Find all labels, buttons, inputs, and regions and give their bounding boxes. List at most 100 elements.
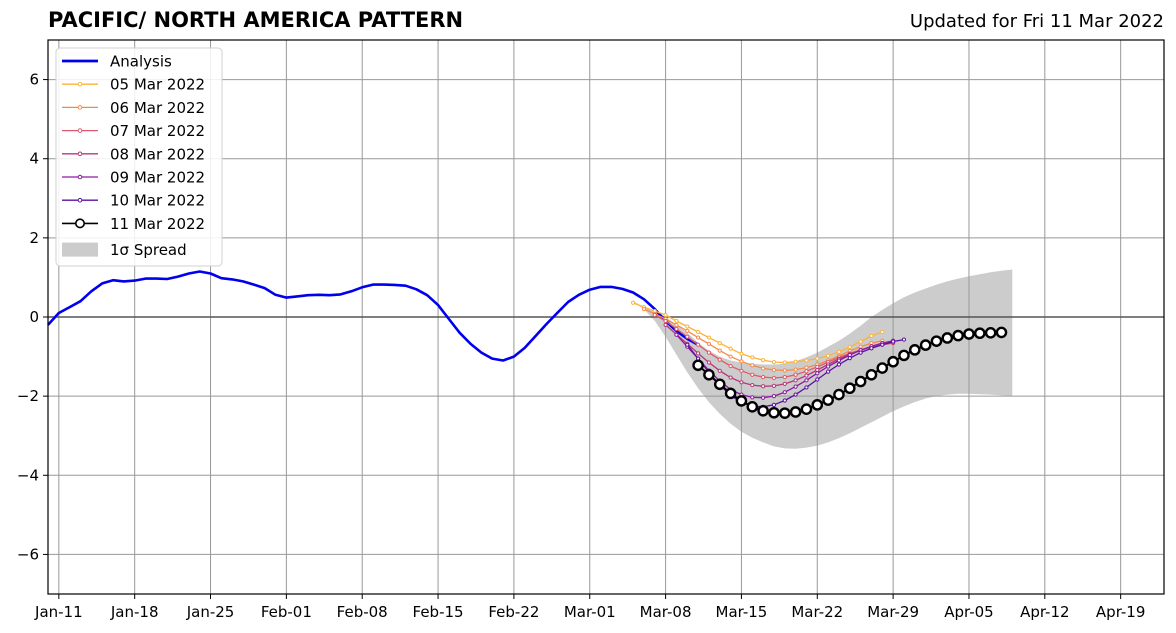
forecast-point — [782, 381, 787, 386]
y-tick-label: 4 — [29, 150, 39, 168]
forecast-point — [793, 367, 798, 372]
forecast-point — [995, 326, 1008, 339]
forecast-point — [739, 351, 744, 356]
forecast-point — [836, 362, 842, 367]
legend-swatch-marker — [75, 218, 86, 229]
x-tick-label: Mar-22 — [791, 603, 843, 621]
legend-entry: 05 Mar 2022 — [62, 76, 205, 94]
forecast-point — [768, 406, 780, 419]
legend-box — [55, 47, 223, 267]
forecast-point — [804, 365, 809, 370]
legend-entry: 07 Mar 2022 — [62, 122, 205, 140]
forecast-point — [891, 339, 896, 344]
forecast-point — [836, 349, 842, 354]
forecast-point — [674, 318, 679, 324]
x-tick-label: Feb-08 — [337, 603, 388, 621]
forecast-point — [984, 327, 997, 339]
legend-label: Analysis — [110, 53, 172, 71]
legend-swatch-marker — [77, 81, 83, 87]
forecast-point — [685, 328, 690, 333]
legend-entry: 10 Mar 2022 — [62, 192, 205, 210]
forecast-point — [901, 337, 907, 342]
forecast-point — [793, 384, 798, 389]
forecast-point — [793, 378, 798, 383]
legend-label: 10 Mar 2022 — [110, 192, 205, 210]
forecast-point — [782, 398, 787, 403]
x-tick-label: Apr-12 — [1020, 603, 1070, 621]
forecast-point — [836, 358, 842, 363]
legend-swatch-marker — [77, 128, 83, 133]
forecast-point — [858, 339, 863, 344]
legend-label: 1σ Spread — [110, 241, 187, 259]
forecast-point — [663, 322, 668, 328]
forecast-point — [919, 339, 932, 351]
forecast-point — [804, 369, 809, 374]
forecast-point — [869, 333, 874, 339]
forecast-point — [739, 380, 744, 385]
forecast-point — [695, 329, 701, 335]
forecast-point — [728, 354, 733, 359]
forecast-point — [826, 364, 831, 369]
forecast-point — [674, 332, 679, 337]
y-tick-label: −6 — [17, 545, 39, 563]
forecast-point — [847, 344, 852, 350]
forecast-series — [692, 326, 1008, 419]
legend-entry: 06 Mar 2022 — [62, 99, 205, 117]
forecast-point — [761, 366, 766, 371]
forecast-point — [804, 358, 809, 363]
y-tick-label: 2 — [29, 229, 39, 247]
forecast-point — [778, 407, 791, 419]
forecast-point — [761, 395, 766, 400]
forecast-point — [771, 394, 777, 399]
x-tick-label: Feb-15 — [413, 603, 464, 621]
x-tick-label: Feb-22 — [488, 603, 539, 621]
forecast-point — [717, 368, 722, 373]
y-tick-label: 6 — [29, 71, 39, 89]
forecast-point — [761, 375, 766, 380]
chart-subtitle: Updated for Fri 11 Mar 2022 — [909, 11, 1164, 32]
x-tick-label: Apr-19 — [1096, 603, 1146, 621]
forecast-point — [685, 334, 690, 339]
forecast-series — [652, 312, 896, 381]
legend-swatch-marker — [77, 174, 83, 180]
forecast-point — [728, 346, 733, 351]
analysis-line — [47, 270, 699, 362]
forecast-point — [706, 341, 712, 347]
forecast-point — [858, 350, 863, 355]
forecast-point — [876, 362, 889, 374]
forecast-point — [717, 357, 722, 362]
x-tick-label: Mar-08 — [640, 603, 692, 621]
x-tick-label: Feb-01 — [261, 603, 312, 621]
forecast-point — [717, 348, 722, 353]
x-tick-label: Mar-01 — [564, 603, 616, 621]
forecast-point — [728, 363, 733, 369]
legend-label: 11 Mar 2022 — [110, 215, 205, 233]
forecast-point — [826, 369, 831, 374]
legend-swatch-marker — [77, 151, 83, 157]
legend-entry: 1σ Spread — [62, 241, 187, 259]
forecast-point — [898, 349, 910, 362]
forecast-point — [750, 363, 755, 368]
forecast-point — [793, 372, 798, 377]
legend-entry: 09 Mar 2022 — [62, 169, 205, 187]
forecast-point — [771, 383, 777, 388]
spread-band — [633, 269, 1013, 449]
forecast-point — [717, 341, 722, 346]
forecast-point — [685, 324, 690, 329]
forecast-point — [663, 318, 668, 324]
legend-entry: Analysis — [62, 53, 172, 71]
forecast-point — [815, 377, 820, 382]
forecast-point — [908, 344, 921, 356]
forecast-point — [782, 390, 787, 395]
forecast-point — [706, 350, 712, 355]
forecast-point — [789, 406, 802, 418]
forecast-point — [880, 342, 885, 347]
forecast-point — [880, 329, 885, 335]
forecast-point — [930, 335, 943, 347]
y-tick-label: −4 — [17, 466, 39, 484]
forecast-point — [630, 300, 636, 305]
x-tick-label: Jan-11 — [34, 603, 83, 621]
forecast-point — [663, 312, 668, 318]
legend-swatch-marker — [77, 197, 83, 203]
